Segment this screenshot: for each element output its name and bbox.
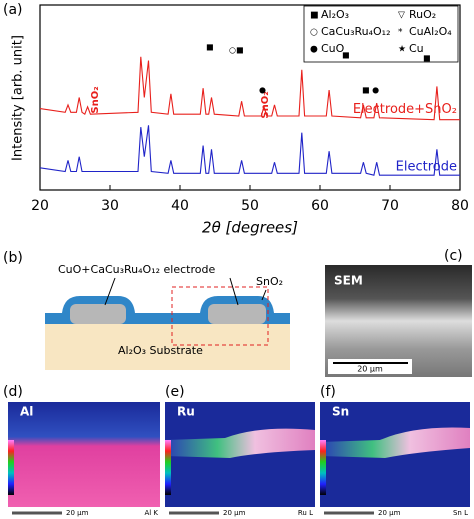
phase-label: CuAl₂O₄ [409, 25, 452, 38]
phase-symbol: ○ [310, 28, 318, 38]
phase-label: RuO₂ [409, 8, 436, 21]
phase-label: Cu [409, 42, 424, 55]
label: Al₂O₃ Substrate [118, 344, 203, 357]
peak-symbol: ○■ [229, 46, 244, 55]
panel-label: (b) [3, 250, 23, 266]
map-line: Ru L [298, 509, 313, 517]
series-line [39, 125, 460, 176]
series-label: Electrode [396, 160, 457, 175]
label: SnO₂ [256, 275, 283, 288]
panel-label: (c) [444, 248, 463, 264]
phase-label: Al₂O₃ [321, 8, 349, 21]
x-tick-label: 20 [31, 198, 49, 214]
scale-label: 20 μm [223, 509, 246, 517]
panel-label: (d) [3, 384, 23, 400]
map-image [8, 402, 160, 507]
phase-label: CaCu₃Ru₄O₁₂ [321, 25, 391, 38]
phase-symbol: ★ [398, 45, 406, 55]
x-tick-label: 50 [241, 198, 259, 214]
map-panel: (d) Al 20 μm Al K [3, 384, 160, 517]
color-scale [320, 440, 326, 495]
leader-line [229, 277, 239, 306]
x-tick-label: 70 [381, 198, 399, 214]
schematic: (b) CuO+CaCu₃Ru₄O₁₂ electrode SnO₂ Al₂O₃… [3, 250, 290, 370]
electrode [70, 304, 126, 324]
scale-label: 20 μm [378, 509, 401, 517]
sem-image [325, 265, 472, 377]
map-band [165, 428, 315, 458]
map-panel: (f) Sn 20 μm Sn L [320, 384, 470, 517]
color-scale [165, 440, 171, 495]
phase-symbol: ● [310, 45, 318, 55]
peak-symbol: ● [259, 86, 266, 95]
substrate [45, 323, 290, 370]
peak-symbol: ■ [342, 51, 350, 60]
map-band [320, 427, 470, 458]
leader-line [104, 277, 116, 306]
x-tick-label: 60 [311, 198, 329, 214]
phase-label: CuO [321, 42, 345, 55]
peak-symbol: ■ [423, 54, 431, 63]
map-panel: (e) Ru 20 μm Ru L [165, 384, 315, 517]
x-tick-label: 30 [101, 198, 119, 214]
panel-label: (a) [3, 2, 23, 18]
panel-label: (f) [320, 384, 336, 400]
phase-symbol: * [398, 28, 403, 38]
phase-key-box [303, 5, 459, 63]
panel-label: (e) [165, 384, 185, 400]
label: CuO+CaCu₃Ru₄O₁₂ electrode [58, 263, 215, 276]
phase-symbol: ■ [310, 11, 319, 21]
peak-symbols: ■ ○■ ■ ■ ■ ● ● [206, 43, 431, 95]
annotation: SnO₂ [90, 86, 101, 113]
series-label: Electrode+SnO₂ [353, 102, 457, 117]
sem-title: SEM [334, 274, 363, 288]
scale-label: 20 μm [357, 365, 383, 374]
color-scale [8, 440, 14, 495]
map-line: Sn L [453, 509, 468, 517]
leader-line [261, 289, 267, 301]
scale-label: 20 μm [66, 509, 89, 517]
x-tick-label: 80 [451, 198, 469, 214]
map-title: Al [20, 405, 33, 419]
x-tick-label: 40 [171, 198, 189, 214]
map-title: Sn [332, 405, 349, 419]
series-line [39, 56, 460, 121]
peak-symbol: ■ [206, 43, 214, 52]
x-axis-label: 2θ [degrees] [202, 219, 298, 237]
phase-symbol: ▽ [398, 11, 405, 21]
annotation: SnO₂ [260, 91, 271, 118]
map-line: Al K [144, 509, 158, 517]
map-title: Ru [177, 405, 195, 419]
sem-panel: (c) SEM 20 μm [325, 248, 472, 377]
y-axis-label: Intensity [arb. unit] [11, 35, 26, 161]
electrode [208, 304, 266, 324]
peak-symbol: ■ ● [362, 86, 379, 95]
